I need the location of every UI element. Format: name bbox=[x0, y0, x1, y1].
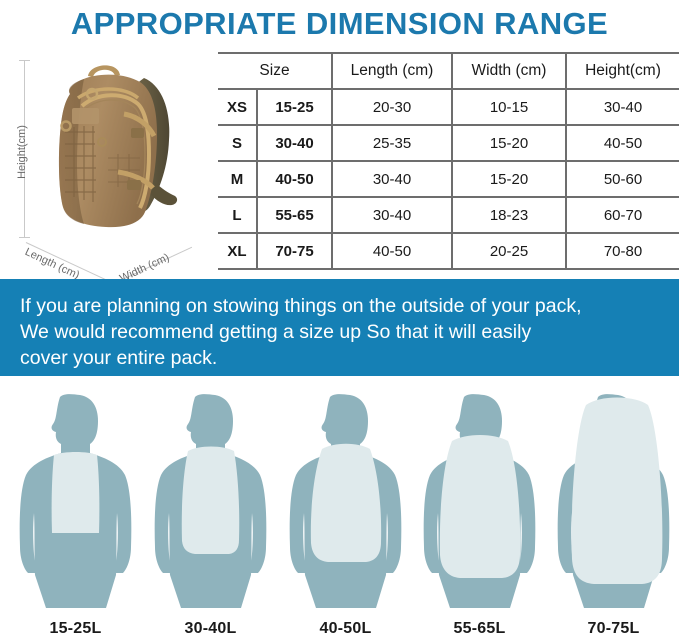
person-with-pack-icon bbox=[557, 394, 670, 608]
cell-capacity: 70-75 bbox=[256, 233, 332, 270]
silhouette-label: 30-40L bbox=[184, 620, 237, 637]
backpack-overlay bbox=[181, 446, 240, 554]
page-title: APPROPRIATE DIMENSION RANGE bbox=[70, 5, 609, 41]
silhouette-row: 15-25L 30-40L 40-50L 55-65L bbox=[0, 383, 679, 644]
silhouette-label: 15-25L bbox=[49, 620, 102, 637]
table-row: XS 15-25 20-30 10-15 30-40 bbox=[218, 89, 679, 126]
cell-length: 30-40 bbox=[331, 197, 452, 234]
cell-length: 20-30 bbox=[331, 89, 452, 126]
size-table: Size Length (cm) Width (cm) Height(cm) X… bbox=[218, 52, 679, 270]
d-ring-mid bbox=[97, 137, 107, 147]
d-ring-top bbox=[85, 87, 99, 101]
cell-length: 30-40 bbox=[331, 161, 452, 198]
cell-width: 15-20 bbox=[451, 161, 566, 198]
carry-handle bbox=[88, 65, 120, 77]
cell-width: 18-23 bbox=[451, 197, 566, 234]
page-header: APPROPRIATE DIMENSION RANGE bbox=[0, 0, 679, 46]
cell-width: 10-15 bbox=[451, 89, 566, 126]
silhouette-label: 40-50L bbox=[319, 620, 372, 637]
backpack-overlay bbox=[310, 443, 382, 562]
velcro-patch-panel bbox=[72, 108, 99, 124]
banner-line-3: cover your entire pack. bbox=[20, 347, 218, 369]
backpack-illustration bbox=[58, 65, 178, 228]
cell-height: 70-80 bbox=[565, 233, 679, 270]
backpack-overlay bbox=[571, 397, 663, 584]
cell-height: 30-40 bbox=[565, 89, 679, 126]
cell-width: 20-25 bbox=[451, 233, 566, 270]
upper-section: Height(cm) Length (cm) Width (cm) bbox=[0, 46, 679, 285]
height-axis-cap-bottom bbox=[19, 237, 30, 238]
column-header-size: Size bbox=[218, 52, 332, 90]
table-row: XL 70-75 40-50 20-25 70-80 bbox=[218, 233, 679, 270]
cell-size: XS bbox=[218, 89, 257, 126]
height-axis-label: Height(cm) bbox=[16, 125, 28, 179]
buckle-upper bbox=[131, 128, 144, 138]
backpack-overlay bbox=[439, 435, 521, 578]
cell-length: 25-35 bbox=[331, 125, 452, 162]
column-header-length: Length (cm) bbox=[331, 52, 452, 90]
front-zipper-teeth bbox=[83, 99, 146, 205]
banner-line-2: We would recommend getting a size up So … bbox=[20, 321, 532, 343]
cell-capacity: 40-50 bbox=[256, 161, 332, 198]
top-zipper-trim bbox=[76, 87, 140, 100]
silhouette-label: 70-75L bbox=[587, 620, 640, 637]
cell-size: M bbox=[218, 161, 257, 198]
silhouette-item: 55-65L bbox=[412, 383, 547, 644]
strap-tail bbox=[150, 183, 178, 206]
column-header-height: Height(cm) bbox=[565, 52, 679, 90]
table-row: M 40-50 30-40 15-20 50-60 bbox=[218, 161, 679, 198]
person-with-pack-icon bbox=[289, 394, 402, 608]
table-row: S 30-40 25-35 15-20 40-50 bbox=[218, 125, 679, 162]
size-table-wrap: Size Length (cm) Width (cm) Height(cm) X… bbox=[218, 52, 679, 270]
cell-capacity: 15-25 bbox=[256, 89, 332, 126]
height-axis-cap-top bbox=[19, 60, 30, 61]
silhouette-item: 30-40L bbox=[143, 383, 278, 644]
cell-capacity: 55-65 bbox=[256, 197, 332, 234]
silhouette-item: 15-25L bbox=[8, 383, 143, 644]
cell-height: 50-60 bbox=[565, 161, 679, 198]
person-with-pack-icon bbox=[423, 394, 536, 608]
person-with-pack-icon bbox=[19, 394, 132, 608]
height-axis-line bbox=[24, 60, 25, 238]
recommendation-banner: If you are planning on stowing things on… bbox=[0, 279, 679, 376]
backpack-overlay bbox=[51, 452, 100, 533]
silhouette-item: 70-75L bbox=[546, 383, 679, 644]
banner-line-1: If you are planning on stowing things on… bbox=[20, 295, 582, 317]
compression-strap-lower bbox=[117, 169, 155, 190]
column-header-width: Width (cm) bbox=[451, 52, 566, 90]
cell-length: 40-50 bbox=[331, 233, 452, 270]
table-row: L 55-65 30-40 18-23 60-70 bbox=[218, 197, 679, 234]
product-image-block: Height(cm) Length (cm) Width (cm) bbox=[0, 46, 215, 285]
buckle-lower bbox=[127, 180, 141, 190]
cell-height: 40-50 bbox=[565, 125, 679, 162]
cell-size: XL bbox=[218, 233, 257, 270]
silhouette-label: 55-65L bbox=[453, 620, 506, 637]
cell-width: 15-20 bbox=[451, 125, 566, 162]
compression-strap-upper bbox=[123, 111, 157, 138]
table-header-row: Size Length (cm) Width (cm) Height(cm) bbox=[218, 52, 679, 90]
cell-capacity: 30-40 bbox=[256, 125, 332, 162]
cell-size: L bbox=[218, 197, 257, 234]
cell-size: S bbox=[218, 125, 257, 162]
molle-webbing bbox=[65, 126, 96, 202]
cell-height: 60-70 bbox=[565, 197, 679, 234]
person-with-pack-icon bbox=[154, 394, 267, 608]
silhouette-item: 40-50L bbox=[278, 383, 413, 644]
d-ring-left bbox=[60, 120, 72, 132]
